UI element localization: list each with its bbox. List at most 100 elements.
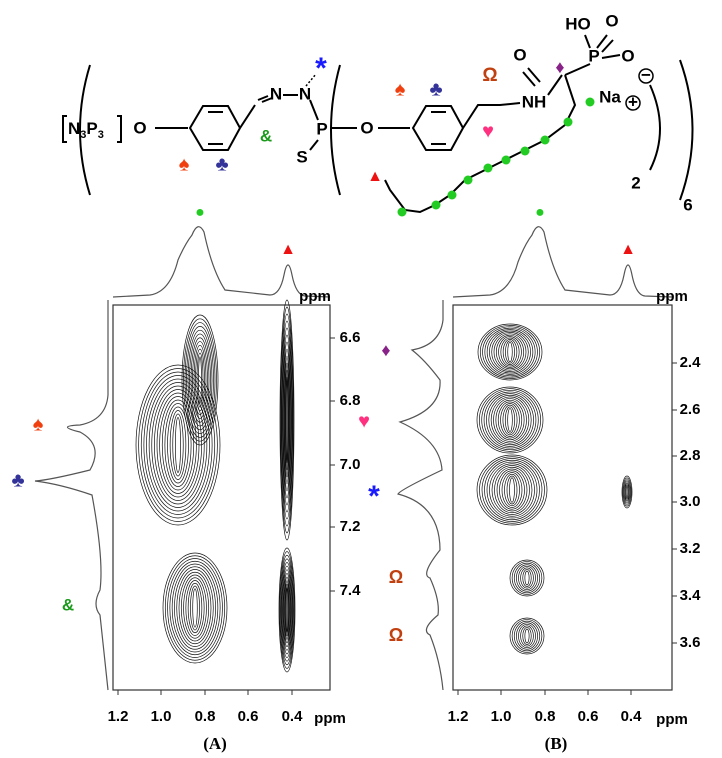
marker: ♥ bbox=[358, 410, 370, 432]
contour bbox=[195, 348, 205, 412]
charge: − bbox=[641, 65, 651, 84]
atom: HO bbox=[565, 14, 591, 33]
contour bbox=[167, 406, 189, 484]
x-tick-label: 0.4 bbox=[621, 708, 643, 725]
contour bbox=[504, 473, 520, 507]
subscript: 6 bbox=[683, 195, 692, 214]
chain-dots bbox=[397, 97, 595, 217]
contour bbox=[279, 554, 295, 666]
contour bbox=[162, 552, 228, 664]
dot bbox=[447, 190, 457, 200]
marker: ♣ bbox=[215, 153, 228, 175]
x-tick-label: 1.0 bbox=[151, 708, 172, 725]
marker: ♣ bbox=[11, 469, 24, 491]
x-tick-label: 0.4 bbox=[282, 708, 304, 725]
dashed-bond bbox=[305, 73, 317, 87]
contour bbox=[496, 468, 528, 512]
contour bbox=[520, 625, 534, 647]
contour bbox=[198, 356, 202, 404]
contour bbox=[174, 566, 216, 650]
contour bbox=[502, 339, 518, 365]
contour bbox=[501, 472, 523, 508]
side-projection bbox=[397, 300, 444, 691]
contour bbox=[159, 396, 197, 494]
contour bbox=[180, 574, 210, 642]
top-projection bbox=[452, 226, 673, 298]
contour bbox=[190, 337, 210, 423]
marker: ● bbox=[535, 204, 545, 221]
marker: ● bbox=[195, 204, 205, 221]
contour bbox=[491, 332, 529, 372]
contour bbox=[187, 329, 213, 431]
contour bbox=[178, 571, 212, 645]
contour bbox=[494, 466, 530, 514]
contour bbox=[156, 392, 200, 498]
contour bbox=[511, 561, 543, 595]
contour bbox=[285, 587, 289, 633]
contour bbox=[164, 403, 192, 487]
contour bbox=[491, 465, 533, 515]
contour bbox=[624, 483, 630, 501]
y-tick-label: 7.2 bbox=[340, 518, 361, 535]
atom: P bbox=[588, 46, 599, 65]
bonds bbox=[79, 34, 694, 214]
marker: ▲ bbox=[620, 241, 636, 258]
x-tick-label: 1.0 bbox=[491, 708, 512, 725]
contour bbox=[484, 459, 540, 521]
atom: Na bbox=[599, 87, 621, 106]
contour bbox=[495, 334, 525, 370]
atom: O bbox=[133, 118, 146, 137]
core-formula: N3P3 bbox=[68, 119, 104, 140]
contour bbox=[169, 410, 187, 480]
atom: N bbox=[299, 84, 311, 103]
dot bbox=[463, 175, 473, 185]
contour bbox=[286, 376, 288, 464]
contour bbox=[495, 399, 525, 441]
dot bbox=[563, 117, 573, 127]
charge-circle bbox=[625, 95, 641, 111]
contour bbox=[279, 299, 295, 541]
contour bbox=[476, 386, 544, 454]
contour bbox=[176, 569, 214, 647]
contour bbox=[507, 408, 513, 432]
panel-a: ppm ppm (A) ● ▲ ♠ ♣ & bbox=[11, 204, 345, 753]
contour bbox=[622, 477, 632, 507]
marker: ▲ bbox=[367, 168, 383, 185]
contour bbox=[192, 341, 208, 419]
dot bbox=[501, 155, 511, 165]
atom: O bbox=[513, 45, 526, 64]
plot-frame bbox=[112, 304, 331, 691]
contour bbox=[284, 580, 290, 640]
contour bbox=[187, 582, 203, 634]
contour bbox=[280, 306, 294, 534]
atom: N bbox=[270, 84, 282, 103]
contour bbox=[172, 413, 184, 477]
contour bbox=[135, 364, 221, 526]
contour bbox=[497, 401, 523, 439]
panel-b: ppm ppm (B) ● ▲ ♦ ♥ * Ω Ω bbox=[358, 204, 688, 753]
marker: ♥ bbox=[482, 120, 494, 142]
contour bbox=[516, 564, 538, 592]
contour bbox=[285, 369, 289, 471]
contour bbox=[284, 362, 290, 478]
atom: P bbox=[86, 119, 97, 138]
contour bbox=[493, 398, 527, 442]
contour bbox=[148, 382, 208, 508]
contour bbox=[171, 563, 219, 653]
contour bbox=[146, 378, 210, 512]
charge-circle bbox=[638, 68, 654, 84]
x-tick-label: 0.6 bbox=[578, 708, 599, 725]
contour bbox=[283, 572, 291, 648]
contour bbox=[486, 329, 534, 375]
contour bbox=[493, 333, 527, 371]
atom: S bbox=[296, 147, 307, 166]
contour bbox=[167, 558, 223, 658]
y-tick-label: 3.4 bbox=[680, 587, 702, 604]
contour bbox=[500, 337, 520, 367]
contour bbox=[524, 570, 530, 586]
marker: ♦ bbox=[381, 340, 390, 360]
contour bbox=[283, 341, 291, 499]
contour bbox=[483, 391, 537, 449]
contour bbox=[479, 388, 541, 452]
